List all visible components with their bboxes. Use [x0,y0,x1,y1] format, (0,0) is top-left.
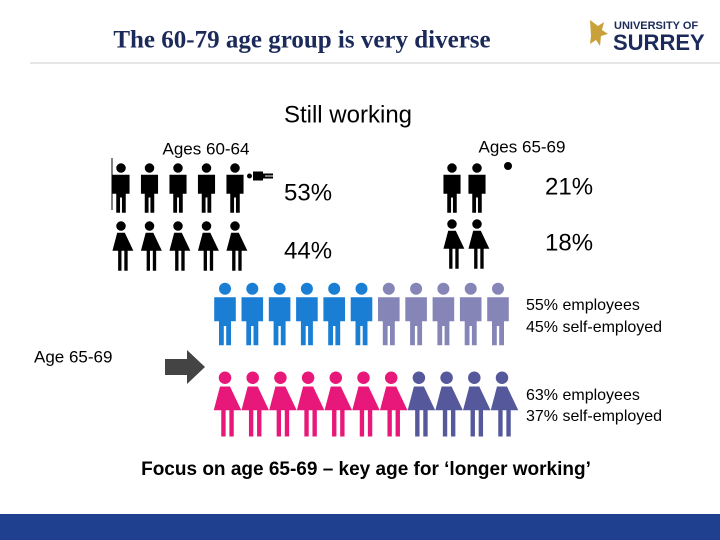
women-percent: 18% [545,229,593,256]
women-percent: 44% [284,237,332,264]
logo-line1: UNIVERSITY OF [614,20,698,32]
breakdown: 45% self-employed [526,319,662,336]
group-label: Ages 60-64 [163,139,250,158]
men-percent: 53% [284,179,332,206]
dot [504,162,512,170]
age-label: Age 65-69 [34,347,112,366]
group-label: Ages 65-69 [479,137,566,156]
logo-stag [590,20,608,46]
bottom-bar [0,514,720,540]
breakdown: 37% self-employed [526,408,662,425]
men-percent: 21% [545,173,593,200]
logo: UNIVERSITY OF SURREY [590,20,705,55]
footer-text: Focus on age 65-69 – key age for ‘longer… [141,459,591,480]
section-heading: Still working [284,101,412,128]
slide-title: The 60-79 age group is very diverse [113,27,490,54]
breakdown: 55% employees [526,297,640,314]
logo-line2: SURREY [613,30,705,55]
arrow [165,350,205,384]
breakdown: 63% employees [526,387,640,404]
